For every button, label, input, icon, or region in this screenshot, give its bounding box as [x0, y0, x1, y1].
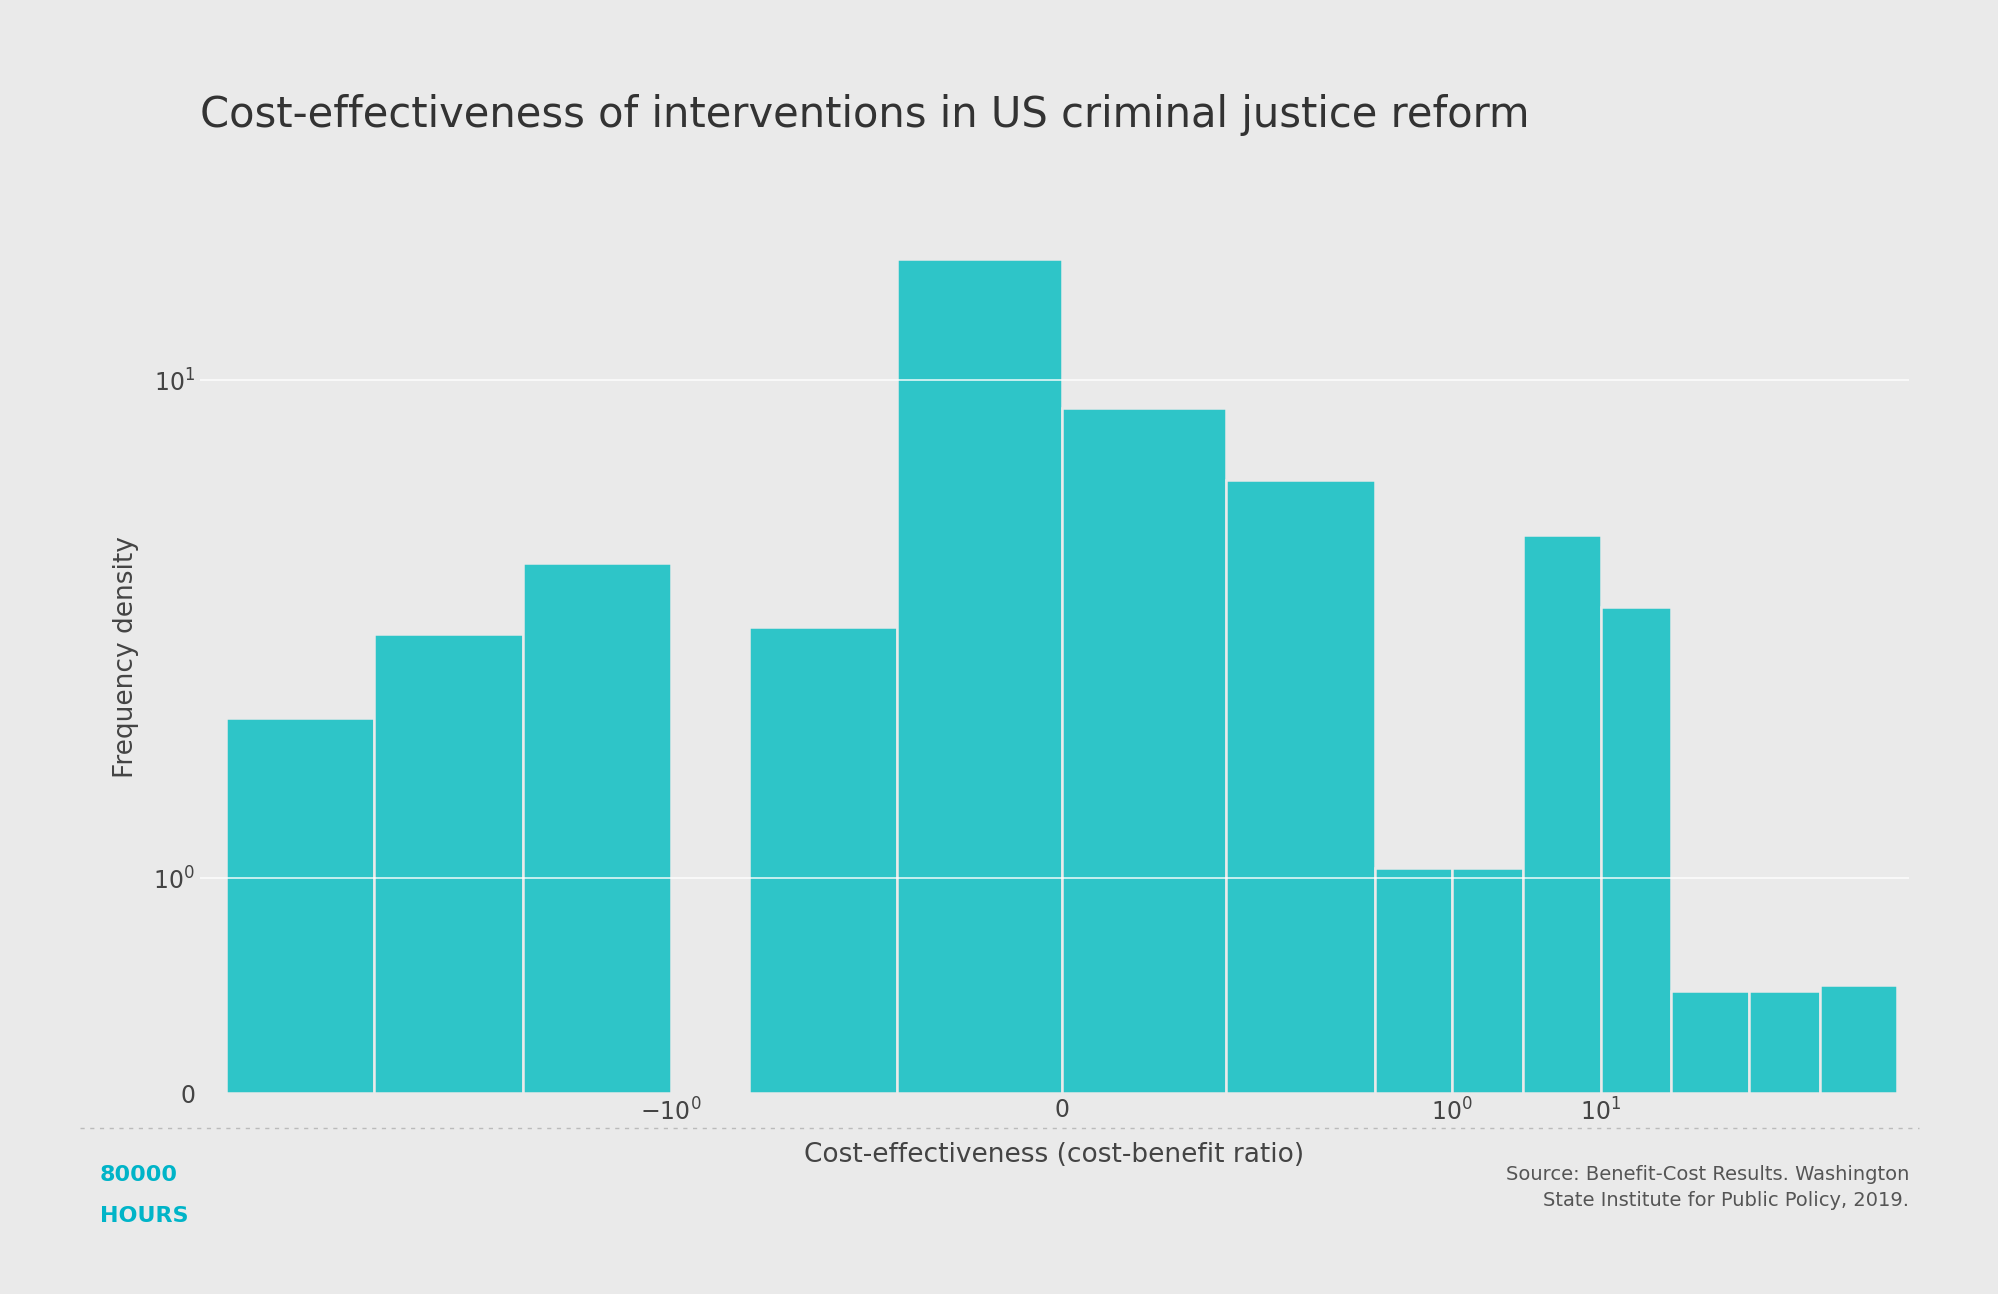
Y-axis label: Frequency density: Frequency density — [114, 536, 140, 778]
Text: Cost-effectiveness of interventions in US criminal justice reform: Cost-effectiveness of interventions in U… — [200, 94, 1528, 136]
Bar — [374, 634, 521, 1093]
Bar — [1818, 985, 1896, 1093]
Bar — [1600, 607, 1670, 1093]
Text: Source: Benefit-Cost Results. Washington
State Institute for Public Policy, 2019: Source: Benefit-Cost Results. Washington… — [1504, 1165, 1908, 1210]
Text: HOURS: HOURS — [100, 1206, 188, 1225]
Bar — [1748, 991, 1818, 1093]
Bar — [1453, 867, 1522, 1093]
Bar — [226, 718, 374, 1093]
X-axis label: Cost-effectiveness (cost-benefit ratio): Cost-effectiveness (cost-benefit ratio) — [803, 1143, 1305, 1168]
Bar — [1522, 534, 1600, 1093]
Bar — [1061, 408, 1227, 1093]
Bar — [747, 626, 897, 1093]
Bar — [521, 563, 671, 1093]
Bar — [897, 259, 1061, 1093]
Text: 80000: 80000 — [100, 1165, 178, 1184]
Bar — [1227, 480, 1375, 1093]
Bar — [1375, 867, 1453, 1093]
Bar — [1670, 991, 1748, 1093]
